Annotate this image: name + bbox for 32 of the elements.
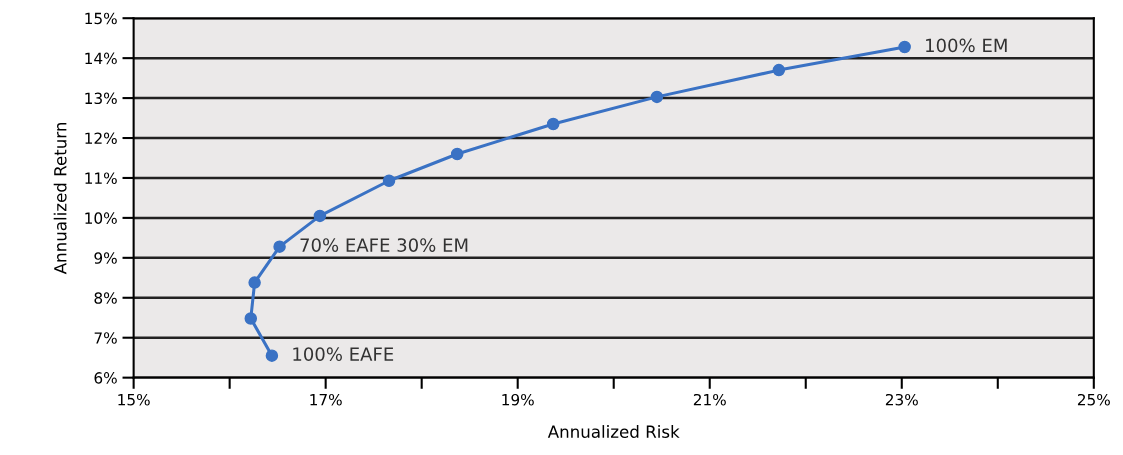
x-tick-label: 19% [502, 393, 534, 406]
annotation: 70% EAFE 30% EM [300, 238, 468, 252]
point [772, 63, 786, 77]
y-tick-label: 7% [94, 332, 117, 344]
point [265, 349, 279, 362]
y-tick-label: 8% [94, 292, 117, 304]
annotation: 100% EM [926, 38, 1007, 53]
y-tick-label: 14% [85, 52, 117, 65]
x-tick-label: 25% [1077, 393, 1110, 406]
point [273, 240, 286, 253]
y-tick-label: 10% [85, 212, 117, 224]
y-tick-label: 13% [85, 92, 117, 105]
y-tick-label: 6% [94, 372, 117, 384]
point [450, 147, 464, 161]
y-tick-label: 12% [85, 132, 117, 145]
point [248, 276, 261, 289]
point [382, 174, 396, 188]
y-tick-label: 11% [85, 172, 117, 184]
y-axis-title: Annualized Return [53, 122, 67, 275]
point [244, 312, 258, 325]
x-axis-title: Annualized Risk [547, 425, 680, 438]
x-tick-label: 15% [118, 393, 150, 406]
point [650, 90, 664, 104]
x-tick-label: 17% [310, 393, 342, 406]
y-tick-label: 15% [85, 12, 117, 25]
point [898, 40, 911, 54]
point [313, 209, 327, 223]
point [546, 117, 560, 131]
annotation: 100% EAFE [293, 347, 394, 361]
y-tick-label: 9% [94, 252, 117, 264]
x-tick-label: 23% [885, 393, 918, 406]
x-tick-label: 21% [693, 393, 726, 406]
